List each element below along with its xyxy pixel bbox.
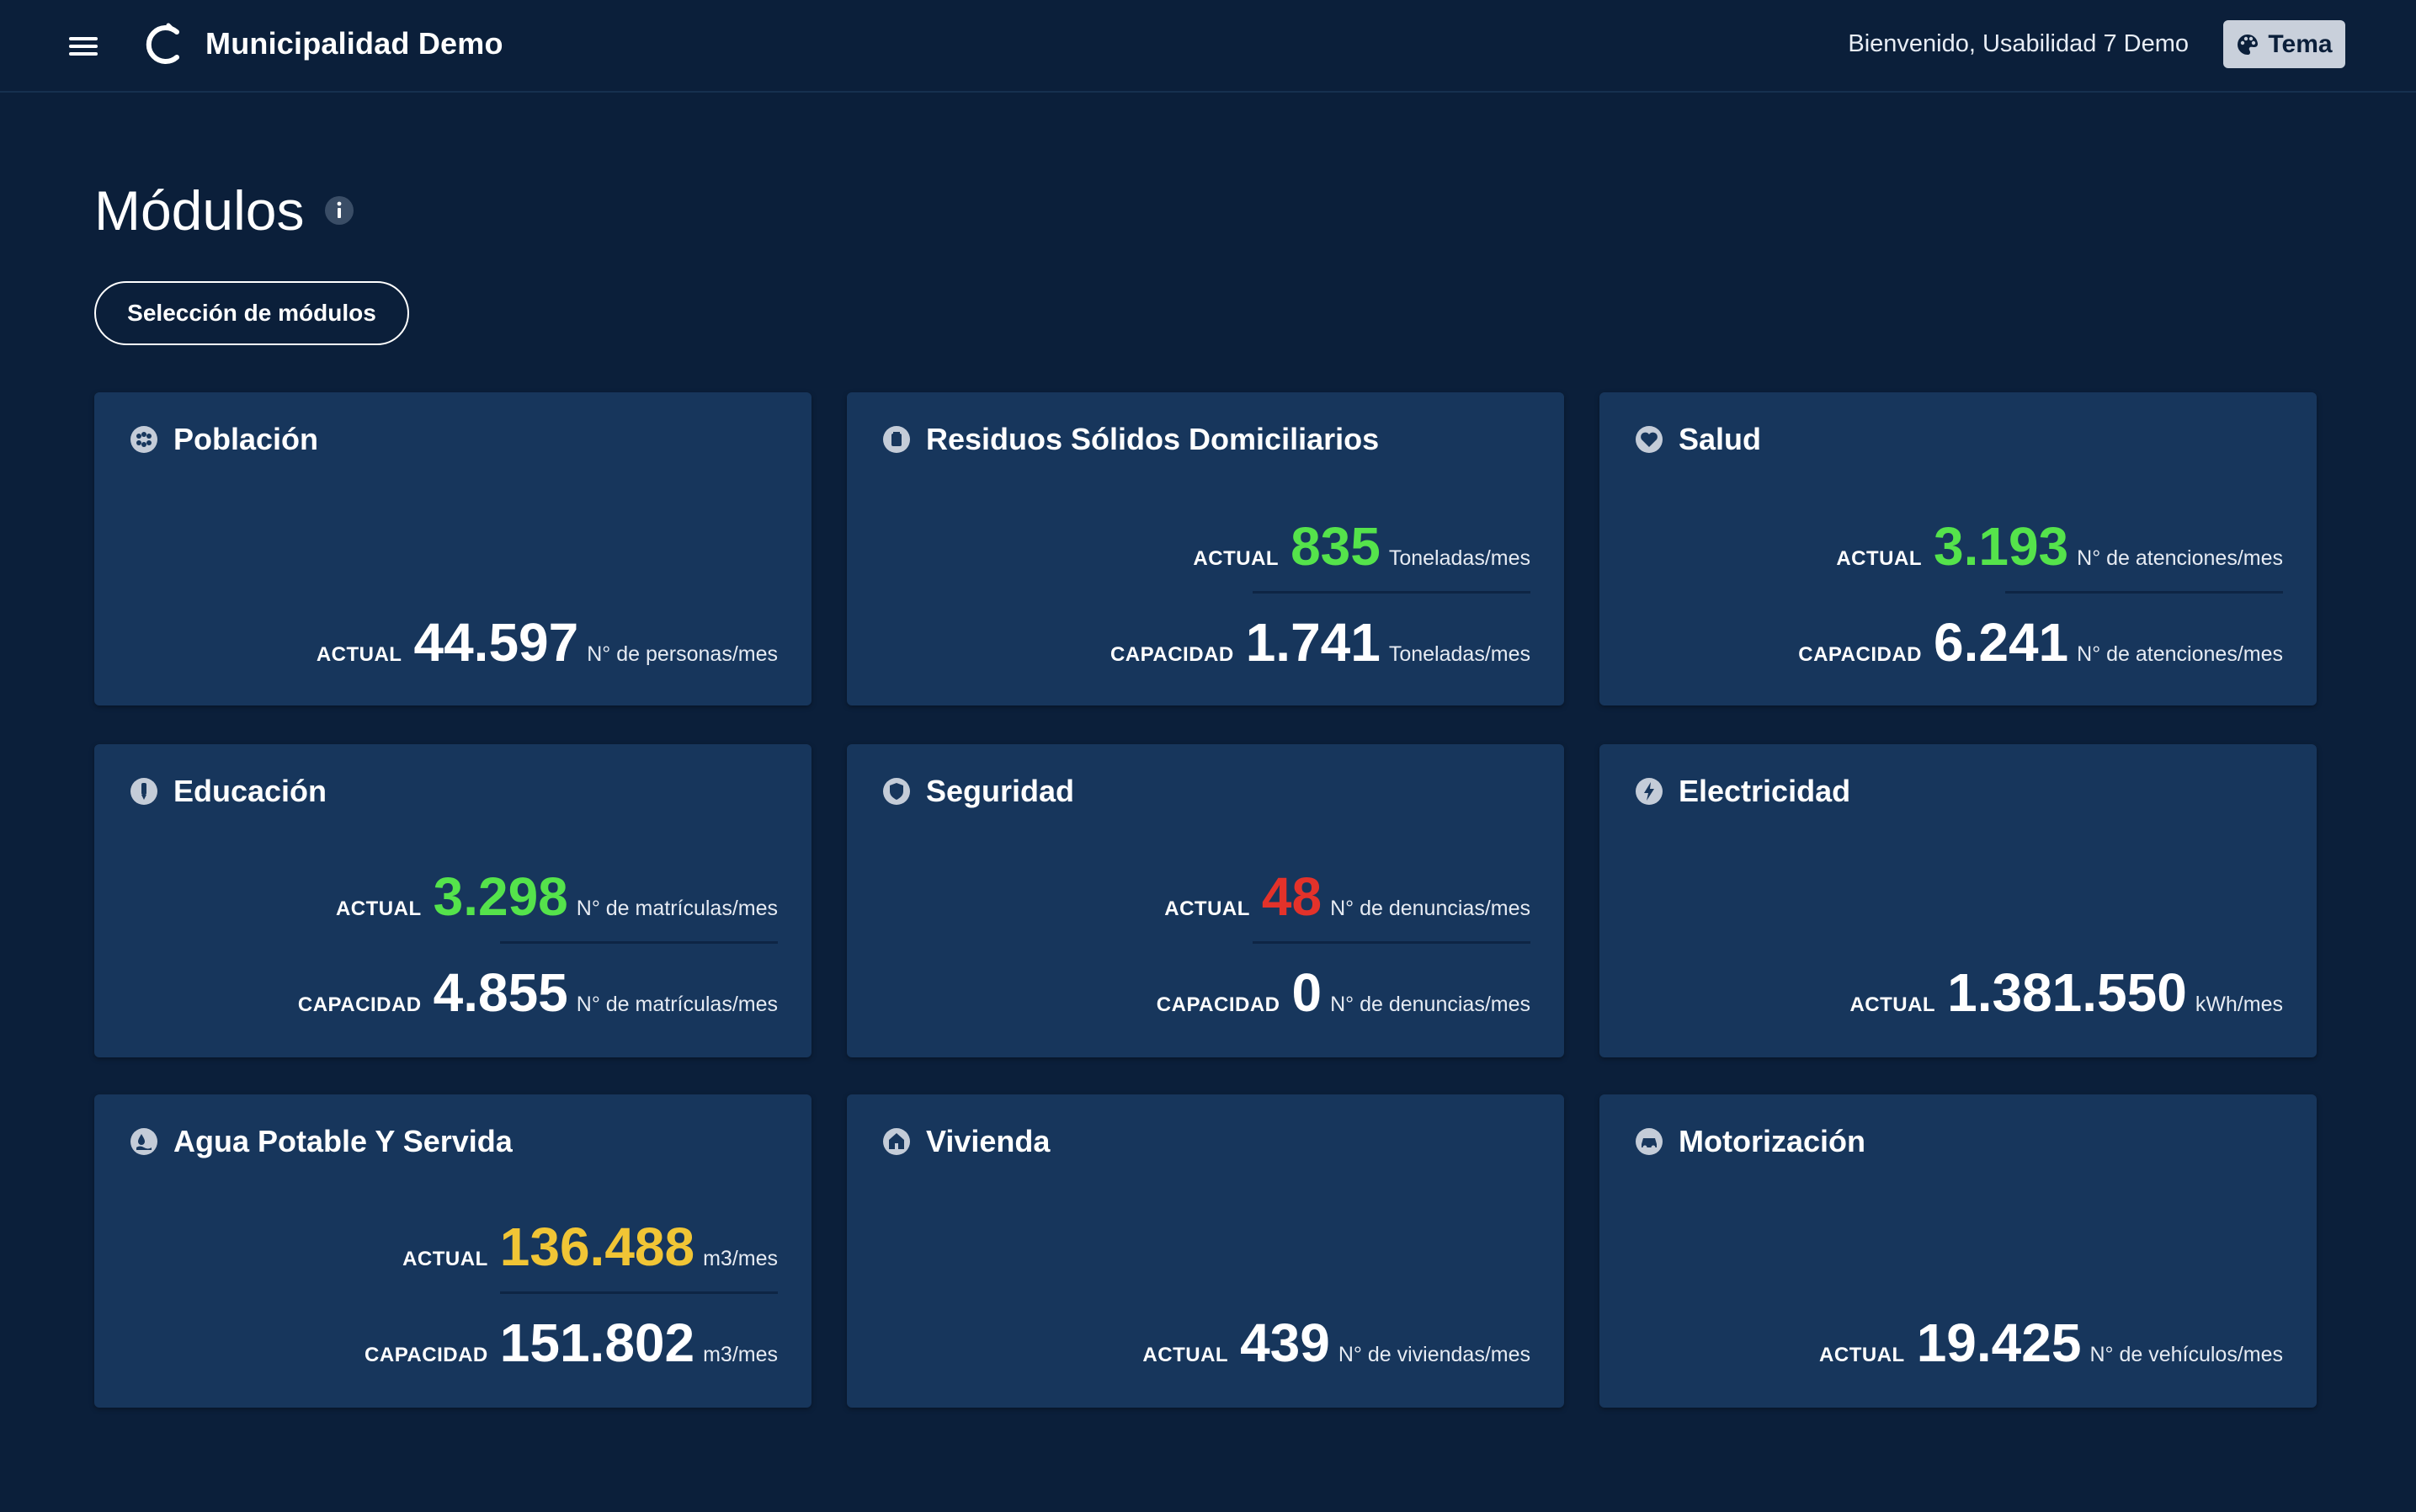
actual-label: ACTUAL [1819, 1344, 1905, 1366]
card-residuos[interactable]: Residuos Sólidos Domiciliarios ACTUAL 83… [847, 392, 1564, 705]
actual-value: 19.425 [1916, 1312, 2082, 1373]
card-title: Residuos Sólidos Domiciliarios [926, 422, 1380, 456]
actual-label: ACTUAL [316, 643, 402, 666]
actual-unit: N° de viviendas/mes [1338, 1343, 1530, 1366]
card-vivienda[interactable]: Vivienda ACTUAL 439 N° de viviendas/mes [847, 1094, 1564, 1408]
logo-c-icon [146, 23, 179, 64]
capacity-value: 0 [1291, 962, 1322, 1023]
actual-unit: N° de matrículas/mes [576, 897, 778, 920]
actual-label: ACTUAL [1849, 993, 1936, 1016]
actual-value: 3.193 [1933, 516, 2069, 577]
capacity-metric: CAPACIDAD 6.241 N° de atenciones/mes [1798, 613, 2283, 672]
card-agua[interactable]: Agua Potable Y Servida ACTUAL 136.488 m3… [94, 1094, 812, 1408]
population-icon [130, 426, 157, 453]
actual-unit: N° de atenciones/mes [2077, 546, 2283, 570]
actual-metric: ACTUAL 44.597 N° de personas/mes [317, 613, 778, 672]
actual-label: ACTUAL [402, 1248, 488, 1270]
capacity-label: CAPACIDAD [1798, 643, 1922, 666]
actual-label: ACTUAL [1142, 1344, 1229, 1366]
theme-button-label: Tema [2268, 29, 2333, 58]
actual-metric: ACTUAL 19.425 N° de vehículos/mes [1819, 1313, 2283, 1372]
card-title: Población [173, 422, 319, 456]
actual-metric: ACTUAL 136.488 m3/mes [402, 1217, 778, 1276]
lightning-icon [1636, 778, 1663, 805]
actual-unit: kWh/mes [2195, 993, 2283, 1016]
capacity-value: 151.802 [499, 1312, 695, 1373]
actual-value: 3.298 [433, 866, 568, 927]
card-title: Seguridad [926, 774, 1075, 808]
capacity-metric: CAPACIDAD 1.741 Toneladas/mes [1110, 613, 1530, 672]
capacity-label: CAPACIDAD [1156, 993, 1280, 1016]
capacity-metric: CAPACIDAD 4.855 N° de matrículas/mes [298, 963, 778, 1022]
capacity-unit: N° de atenciones/mes [2077, 642, 2283, 666]
capacity-unit: m3/mes [703, 1343, 778, 1366]
capacity-metric: CAPACIDAD 0 N° de denuncias/mes [1157, 963, 1530, 1022]
divider [1253, 941, 1530, 944]
card-title: Electricidad [1679, 774, 1851, 808]
water-icon [130, 1128, 157, 1155]
actual-metric: ACTUAL 3.193 N° de atenciones/mes [1836, 517, 2283, 576]
card-seguridad[interactable]: Seguridad ACTUAL 48 N° de denuncias/mes … [847, 744, 1564, 1057]
card-electricidad[interactable]: Electricidad ACTUAL 1.381.550 kWh/mes [1599, 744, 2317, 1057]
capacity-label: CAPACIDAD [1110, 643, 1234, 666]
card-title: Agua Potable Y Servida [173, 1124, 513, 1158]
actual-metric: ACTUAL 1.381.550 kWh/mes [1849, 963, 2283, 1022]
actual-label: ACTUAL [1164, 897, 1250, 920]
theme-button[interactable]: Tema [2223, 20, 2345, 68]
actual-unit: Toneladas/mes [1388, 546, 1530, 570]
page-title: Módulos [94, 179, 305, 242]
welcome-text: Bienvenido, Usabilidad 7 Demo [1848, 30, 2189, 57]
trash-icon [883, 426, 910, 453]
actual-value: 44.597 [413, 612, 579, 673]
actual-metric: ACTUAL 3.298 N° de matrículas/mes [336, 867, 778, 926]
capacity-unit: N° de matrículas/mes [576, 993, 778, 1016]
actual-unit: N° de vehículos/mes [2089, 1343, 2283, 1366]
hamburger-icon[interactable] [66, 30, 103, 61]
capacity-label: CAPACIDAD [297, 993, 422, 1016]
card-title: Vivienda [926, 1124, 1051, 1158]
palette-icon [2238, 34, 2259, 55]
card-title: Motorización [1679, 1124, 1865, 1158]
divider [1253, 591, 1530, 594]
capacity-unit: N° de denuncias/mes [1330, 993, 1530, 1016]
actual-label: ACTUAL [1193, 547, 1280, 570]
actual-unit: m3/mes [703, 1247, 778, 1270]
divider [500, 1291, 778, 1294]
capacity-metric: CAPACIDAD 151.802 m3/mes [365, 1313, 778, 1372]
divider [500, 941, 778, 944]
card-motorizacion[interactable]: Motorización ACTUAL 19.425 N° de vehícul… [1599, 1094, 2317, 1408]
actual-value: 835 [1290, 516, 1381, 577]
card-title: Educación [173, 774, 327, 808]
education-icon [130, 778, 157, 805]
card-poblacion[interactable]: Población ACTUAL 44.597 N° de personas/m… [94, 392, 812, 705]
actual-value: 136.488 [499, 1217, 695, 1277]
top-bar: Municipalidad Demo Bienvenido, Usabilida… [0, 0, 2416, 93]
house-icon [883, 1128, 910, 1155]
actual-unit: N° de personas/mes [587, 642, 778, 666]
capacity-unit: Toneladas/mes [1388, 642, 1530, 666]
shield-icon [883, 778, 910, 805]
card-title: Salud [1679, 422, 1762, 456]
actual-label: ACTUAL [335, 897, 422, 920]
info-icon[interactable] [324, 195, 354, 226]
heart-icon [1636, 426, 1663, 453]
actual-unit: N° de denuncias/mes [1330, 897, 1530, 920]
actual-value: 439 [1240, 1312, 1330, 1373]
capacity-value: 4.855 [433, 962, 568, 1023]
divider [2005, 591, 2283, 594]
capacity-value: 6.241 [1933, 612, 2069, 673]
actual-metric: ACTUAL 835 Toneladas/mes [1193, 517, 1530, 576]
car-icon [1636, 1128, 1663, 1155]
actual-value: 1.381.550 [1947, 962, 2187, 1023]
actual-metric: ACTUAL 48 N° de denuncias/mes [1164, 867, 1530, 926]
card-educacion[interactable]: Educación ACTUAL 3.298 N° de matrículas/… [94, 744, 812, 1057]
capacity-label: CAPACIDAD [365, 1344, 488, 1366]
capacity-value: 1.741 [1245, 612, 1381, 673]
actual-value: 48 [1261, 866, 1322, 927]
actual-label: ACTUAL [1836, 547, 1922, 570]
card-salud[interactable]: Salud ACTUAL 3.193 N° de atenciones/mes … [1599, 392, 2317, 705]
app-title: Municipalidad Demo [205, 26, 503, 61]
module-selection-button[interactable]: Selección de módulos [94, 281, 409, 345]
actual-metric: ACTUAL 439 N° de viviendas/mes [1142, 1313, 1530, 1372]
